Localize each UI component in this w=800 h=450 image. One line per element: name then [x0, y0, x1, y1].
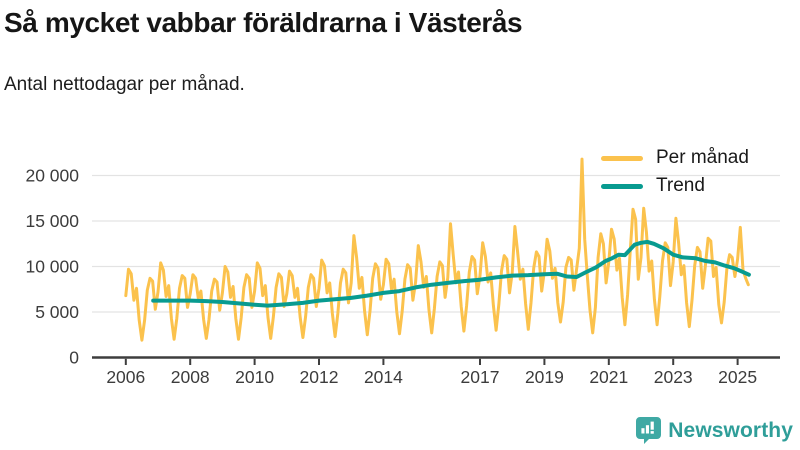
x-tick-label-2010: 2010 — [235, 367, 274, 387]
x-tick-label-2017: 2017 — [461, 367, 500, 387]
y-tick-label-5000: 5 000 — [35, 302, 79, 322]
chart-subtitle: Antal nettodagar per månad. — [4, 74, 245, 95]
brand-footer: Newsworthy — [636, 417, 793, 444]
x-tick-label-2012: 2012 — [300, 367, 339, 387]
y-tick-label-20000: 20 000 — [25, 166, 79, 186]
series-trend — [151, 239, 751, 308]
chart-legend: Per månad Trend — [601, 144, 749, 200]
legend-swatch-1 — [601, 183, 643, 189]
y-tick-label-0: 0 — [69, 348, 79, 368]
chart-title: Så mycket vabbar föräldrarna i Västerås — [4, 7, 523, 38]
legend-item-0: Per månad — [601, 144, 749, 172]
series-per-manad — [124, 157, 750, 342]
x-tick-label-2021: 2021 — [589, 367, 628, 387]
x-tick-label-2019: 2019 — [525, 367, 564, 387]
legend-label-0: Per månad — [656, 147, 749, 168]
legend-label-1: Trend — [656, 175, 705, 196]
newsworthy-logo-icon — [636, 417, 662, 444]
x-tick-label-2008: 2008 — [171, 367, 210, 387]
y-tick-label-15000: 15 000 — [25, 211, 79, 231]
x-tick-label-2025: 2025 — [718, 367, 757, 387]
y-tick-label-10000: 10 000 — [25, 257, 79, 277]
x-tick-label-2014: 2014 — [364, 367, 403, 387]
brand-name: Newsworthy — [668, 418, 793, 442]
legend-swatch-0 — [601, 155, 643, 161]
x-tick-label-2006: 2006 — [106, 367, 145, 387]
legend-item-1: Trend — [601, 172, 749, 200]
x-tick-label-2023: 2023 — [654, 367, 693, 387]
